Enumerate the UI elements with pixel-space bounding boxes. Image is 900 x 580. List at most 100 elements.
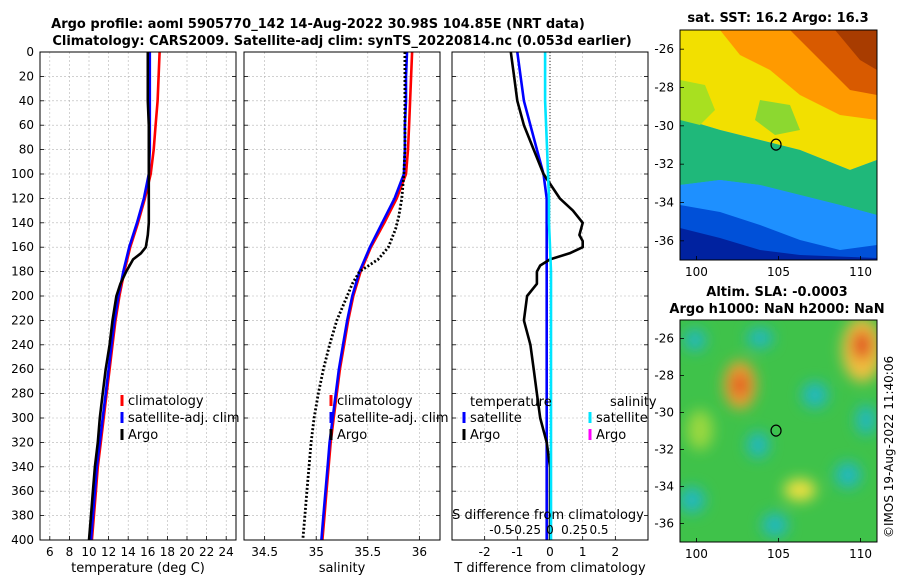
sst-axes-ytick-label: -34 <box>654 196 674 210</box>
temp-xtick-label: 10 <box>81 545 96 559</box>
sla-axes-ytick-label: -30 <box>654 406 674 420</box>
depth-tick-label: 140 <box>11 216 34 230</box>
temp-xlabel: temperature (deg C) <box>71 561 205 576</box>
diff-series-salinity-satellite <box>543 52 553 540</box>
temp-xtick-label: 18 <box>160 545 175 559</box>
temp-xtick-label: 14 <box>121 545 136 559</box>
sal-legend-label: satellite-adj. clim <box>337 411 449 426</box>
depth-tick-label: 360 <box>11 484 34 498</box>
salinity-diff-tick-label: 0.5 <box>589 523 608 537</box>
diff-frame <box>451 51 649 541</box>
sla-axes-ytick-label: -36 <box>654 517 674 531</box>
depth-tick-label: 220 <box>11 313 34 327</box>
depth-tick-label: 380 <box>11 509 34 523</box>
temp-xtick-label: 24 <box>219 545 234 559</box>
sst-field <box>680 30 877 260</box>
sst-map: 100 105 110 -26 -28 -30 -32 -34 -36 <box>654 29 878 279</box>
sla-axes-xtick-label: 110 <box>849 547 872 561</box>
sst-axes-ytick-label: -30 <box>654 119 674 133</box>
sla-axes-ytick-label: -28 <box>654 369 674 383</box>
depth-tick-label: 120 <box>11 191 34 205</box>
sal-xtick-label: 36 <box>412 545 427 559</box>
sla-axes-ytick-label: -34 <box>654 480 674 494</box>
copyright-label: ©IMOS 19-Aug-2022 11:40:06 <box>882 356 896 538</box>
temp-xtick-label: 22 <box>199 545 214 559</box>
diff-xtick-label: -2 <box>479 545 491 559</box>
sla-map-title-line1: Altim. SLA: -0.0003 <box>706 285 847 300</box>
sla-field <box>680 320 877 542</box>
temp-legend-label: satellite-adj. clim <box>128 411 240 426</box>
temp-xtick-label: 8 <box>66 545 74 559</box>
diff-series-temperature-satellite <box>516 51 549 540</box>
diff-series-temperature-argo <box>509 51 585 540</box>
salinity-diff-tick-label: 0 <box>546 523 554 537</box>
sal-frame <box>243 51 441 541</box>
sst-axes-xtick-label: 105 <box>767 265 790 279</box>
depth-tick-label: 280 <box>11 387 34 401</box>
depth-tick-label: 60 <box>19 118 34 132</box>
depth-tick-label: 100 <box>11 167 34 181</box>
temp-frame <box>39 51 237 541</box>
temp-legend-label: climatology <box>128 394 204 409</box>
diff-xtick-label: 1 <box>579 545 587 559</box>
diff-xtick-label: 2 <box>612 545 620 559</box>
sst-axes-xtick-label: 110 <box>849 265 872 279</box>
depth-tick-label: 340 <box>11 460 34 474</box>
difference-panel: -2 -1 0 1 2 T difference from climatology temp… <box>451 51 657 576</box>
depth-tick-label: 160 <box>11 240 34 254</box>
sla-axes: 100 105 110 -26 -28 -30 -32 -34 -36 <box>654 332 872 562</box>
diff-xlabel: T difference from climatology <box>453 561 646 576</box>
temp-xtick-label: 16 <box>140 545 155 559</box>
temp-xtick-label: 20 <box>179 545 194 559</box>
sla-axes-xtick-label: 105 <box>767 547 790 561</box>
salinity-diff-tick-label: -0.5 <box>489 523 512 537</box>
salinity-panel: 34.5 35 35.5 36 salinity climatology satellite… <box>243 51 449 576</box>
diff-legend-label: Argo <box>470 428 500 443</box>
diff-xtick-label: 0 <box>546 545 554 559</box>
sst-axes-ytick-label: -26 <box>654 42 674 56</box>
depth-tick-label: 40 <box>19 94 34 108</box>
temperature-panel: 0 20 40 60 80 100 120 140 160 180 200 220 240 260 280 3… <box>11 45 240 576</box>
legend-title-salinity: salinity <box>610 395 657 410</box>
sla-map: 100 105 110 -26 -28 -30 -32 -34 -36 <box>654 319 878 562</box>
temp-xtick-label: 12 <box>101 545 116 559</box>
depth-tick-label: 260 <box>11 362 34 376</box>
depth-tick-label: 320 <box>11 435 34 449</box>
diff-xtick-label: -1 <box>511 545 523 559</box>
sal-xtick-label: 35.5 <box>354 545 381 559</box>
depth-tick-label: 240 <box>11 338 34 352</box>
sst-map-title: sat. SST: 16.2 Argo: 16.3 <box>687 11 868 26</box>
sal-legend-label: Argo <box>337 428 367 443</box>
salinity-diff-tick-label: -0.25 <box>510 523 541 537</box>
sst-axes: 100 105 110 -26 -28 -30 -32 -34 -36 <box>654 42 872 279</box>
depth-tick-label: 200 <box>11 289 34 303</box>
sal-xtick-label: 35 <box>309 545 324 559</box>
sal-legend-label: climatology <box>337 394 413 409</box>
depth-tick-label: 300 <box>11 411 34 425</box>
sla-axes-ytick-label: -32 <box>654 443 674 457</box>
salinity-diff-tick-label: 0.25 <box>561 523 588 537</box>
argo-location-marker-sla <box>770 424 782 437</box>
depth-tick-label: 80 <box>19 143 34 157</box>
sal-xtick-label: 34.5 <box>251 545 278 559</box>
sst-axes-ytick-label: -32 <box>654 157 674 171</box>
legend-title-temperature: temperature <box>470 395 552 410</box>
diff-legend-label: Argo <box>596 428 626 443</box>
temp-xtick-label: 6 <box>46 545 54 559</box>
temp-legend-label: Argo <box>128 428 158 443</box>
diff-legend-label: satellite <box>470 411 522 426</box>
figure-title-line2: Climatology: CARS2009. Satellite-adj cli… <box>52 34 631 49</box>
sal-xlabel: salinity <box>319 561 366 576</box>
temp-series-argo <box>87 52 151 541</box>
depth-tick-label: 0 <box>26 45 34 59</box>
salinity-diff-axis-label: S difference from climatology <box>452 508 644 523</box>
sst-axes-ytick-label: -28 <box>654 81 674 95</box>
sst-axes-ytick-label: -36 <box>654 234 674 248</box>
depth-tick-label: 180 <box>11 265 34 279</box>
depth-tick-label: 20 <box>19 69 34 83</box>
argo-location-marker-sst <box>770 138 782 151</box>
sla-axes-ytick-label: -26 <box>654 332 674 346</box>
sla-axes-xtick-label: 100 <box>685 547 708 561</box>
diff-legend-label: satellite <box>596 411 648 426</box>
